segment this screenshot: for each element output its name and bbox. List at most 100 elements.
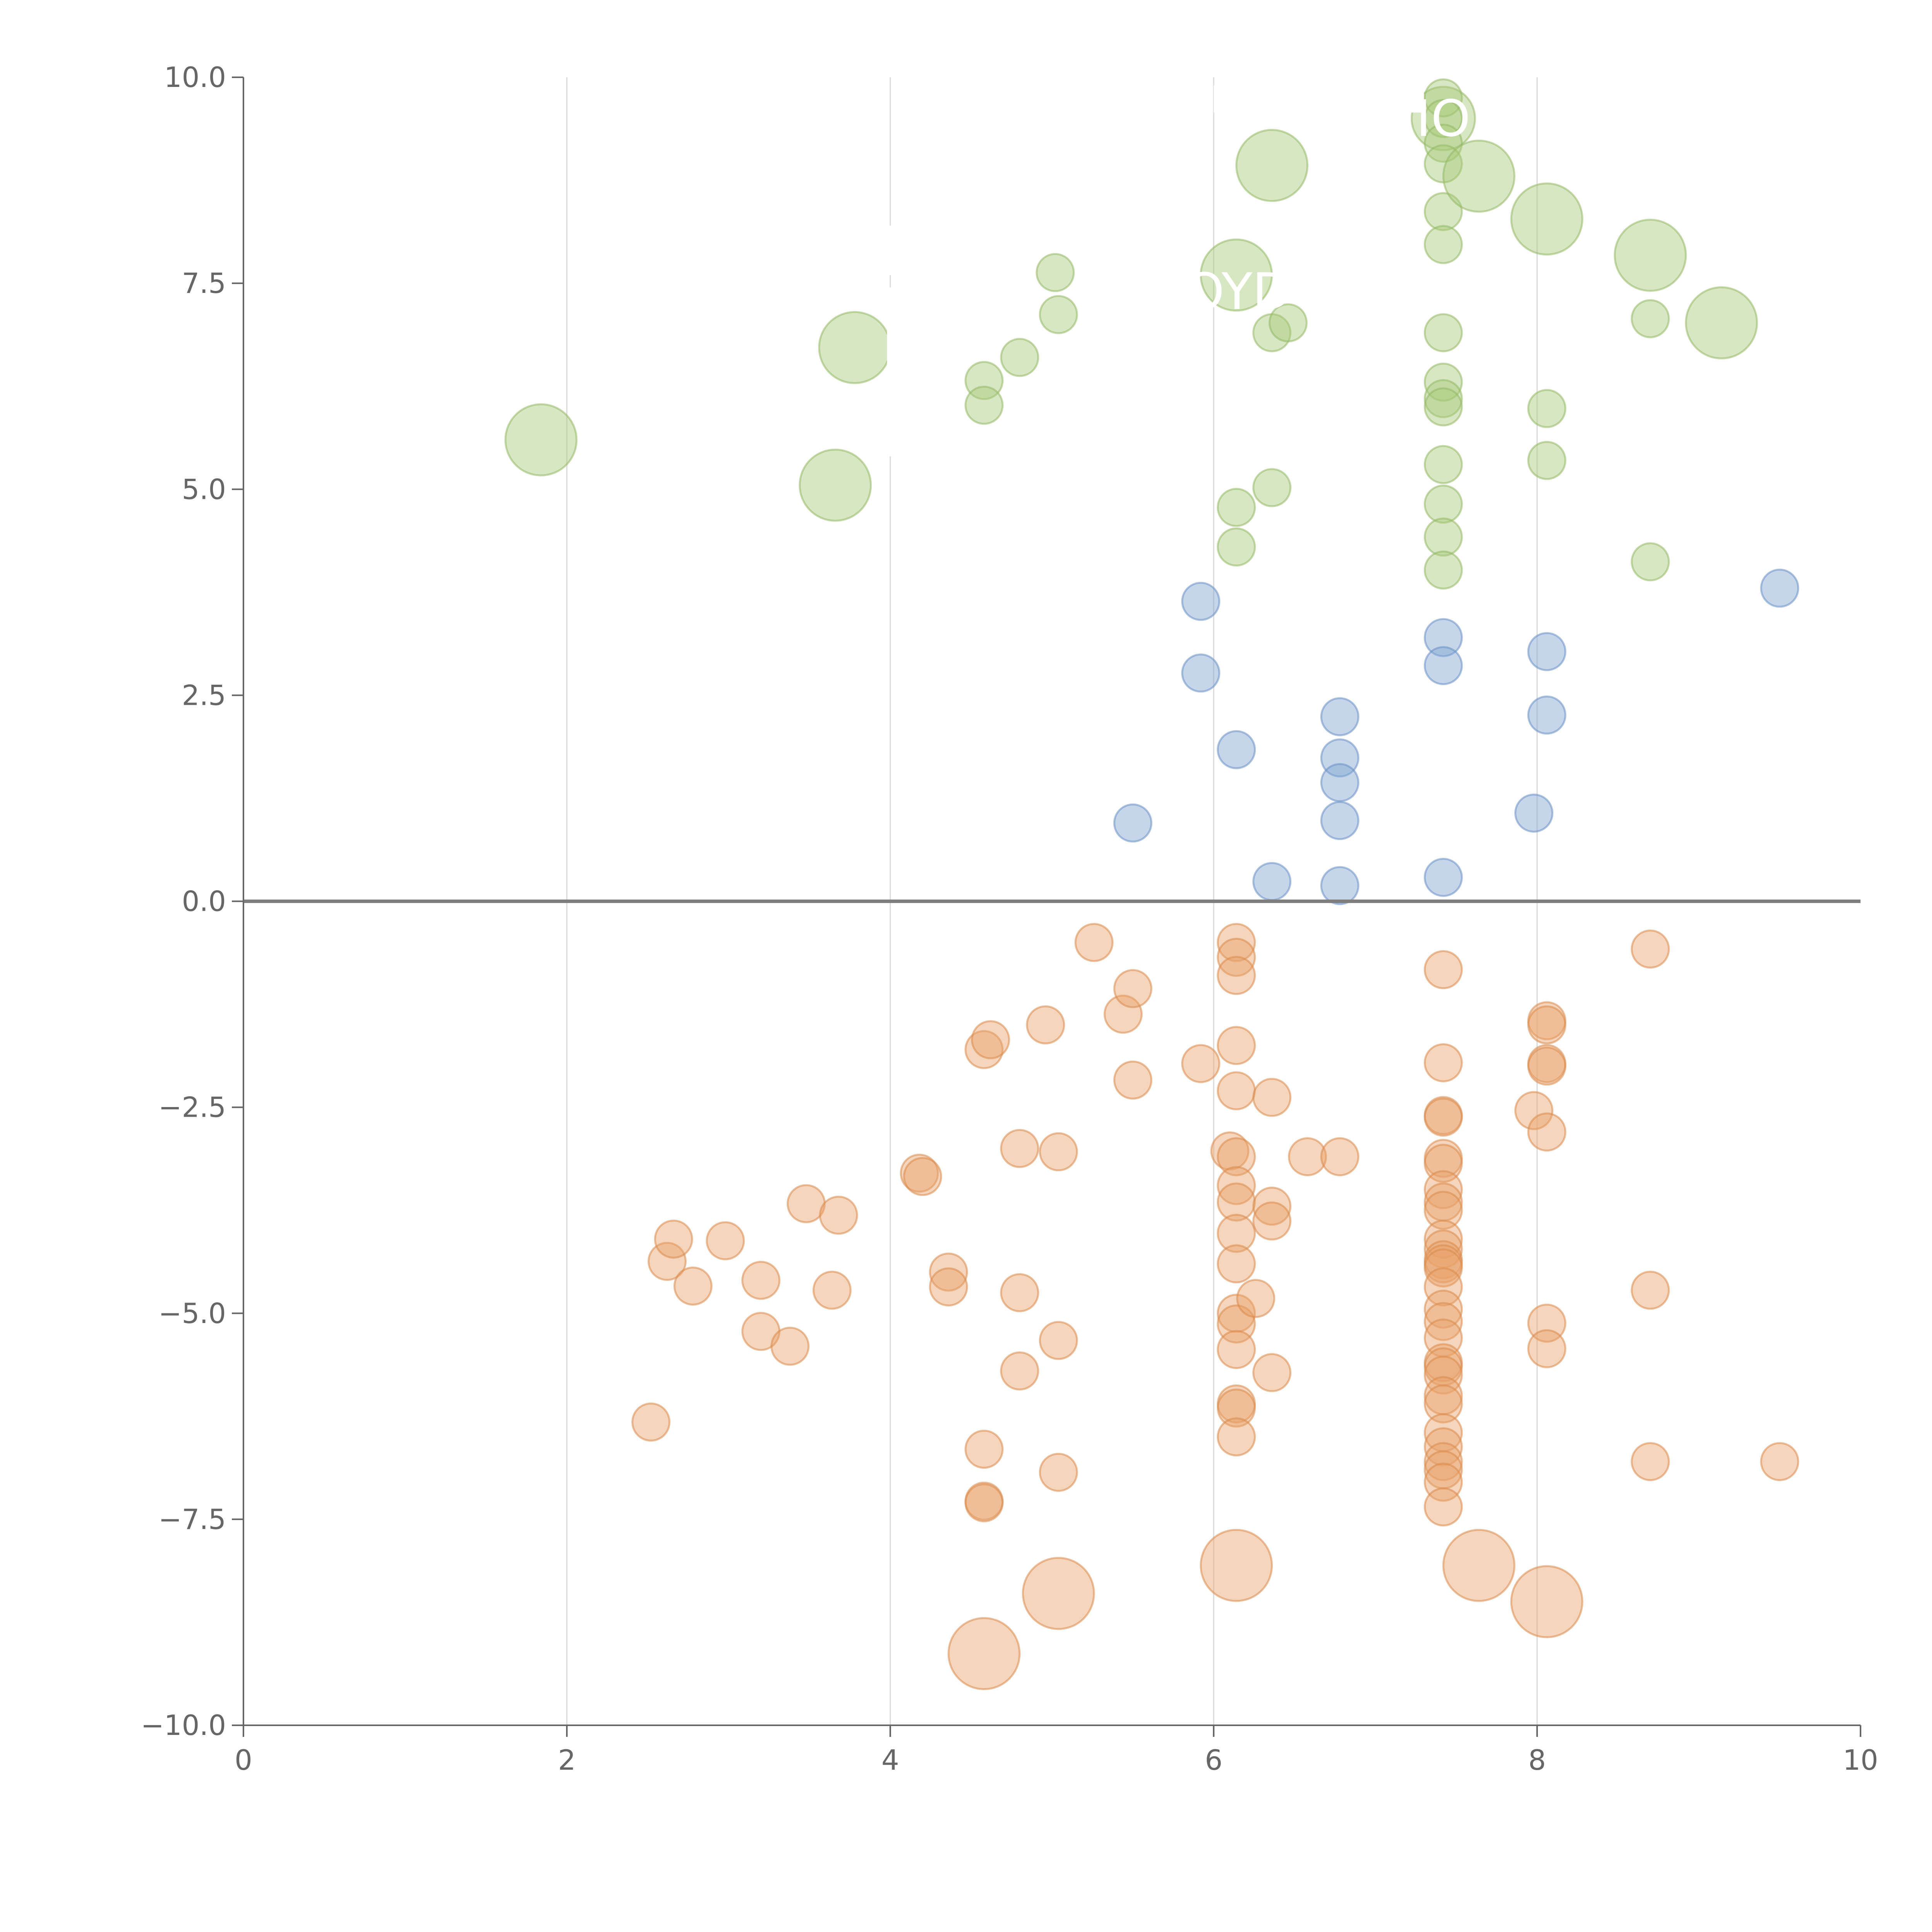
data-point-orange — [1527, 1005, 1566, 1044]
data-point-green — [1217, 527, 1256, 567]
data-point-orange — [1252, 1187, 1292, 1226]
data-point-orange — [1527, 1112, 1566, 1152]
data-point-green — [1036, 253, 1075, 292]
data-point-orange — [1039, 1452, 1078, 1492]
data-point-orange — [1423, 1289, 1463, 1329]
data-point-blue — [1423, 858, 1463, 897]
data-point-orange — [1217, 1388, 1256, 1428]
data-point-blue — [1320, 697, 1359, 736]
data-point-orange — [1320, 1137, 1359, 1177]
data-point-green — [964, 386, 1004, 425]
data-point-orange — [1026, 1005, 1065, 1044]
data-point-orange — [1217, 1166, 1256, 1205]
y-tick-label: −7.5 — [158, 1503, 226, 1536]
data-point-green — [1423, 78, 1463, 117]
axes-layer: 10.0 7.5 5.0 2.5 0.0 −2.5 −5.0 −7.5 −10.0 0 2 4 6 8 10 — [141, 61, 1878, 1776]
data-point-orange — [1423, 1427, 1463, 1466]
data-point-orange — [1423, 1170, 1463, 1209]
data-point-green — [1527, 389, 1566, 428]
data-point-orange — [929, 1267, 968, 1307]
x-tick-label: 0 — [235, 1744, 252, 1776]
data-point-orange — [706, 1221, 745, 1260]
data-point-orange — [1022, 1557, 1095, 1630]
data-point-orange — [1423, 1487, 1463, 1527]
data-point-orange — [1000, 1273, 1039, 1312]
data-point-orange — [654, 1219, 693, 1259]
data-point-orange — [1252, 1353, 1292, 1392]
data-point-green — [1269, 303, 1308, 342]
data-point-blue — [1423, 646, 1463, 685]
overlay-label: IO — [1416, 89, 1471, 148]
data-point-orange — [929, 1252, 968, 1292]
x-tick-label: 4 — [881, 1744, 899, 1776]
data-point-orange — [1217, 1137, 1256, 1177]
data-point-orange — [812, 1270, 852, 1310]
data-point-green — [1423, 445, 1463, 484]
data-point-orange — [647, 1242, 687, 1281]
y-tick-label: 2.5 — [182, 679, 226, 711]
data-point-orange — [1527, 1329, 1566, 1368]
data-point-green — [1252, 468, 1292, 507]
overlay-text-layer: IO OYD — [1185, 89, 1470, 321]
overlay-mask — [1214, 85, 1424, 113]
overlay-mask — [887, 225, 897, 275]
data-point-blue — [1527, 632, 1566, 671]
data-point-blue — [1760, 568, 1799, 608]
overlay-label: OYD — [1185, 262, 1291, 321]
data-point-blue — [1320, 801, 1359, 840]
data-point-green — [1631, 542, 1670, 582]
data-point-orange — [964, 1483, 1004, 1522]
data-point-green — [1423, 225, 1463, 264]
data-point-orange — [1113, 969, 1153, 1009]
data-point-orange — [1217, 1417, 1256, 1457]
data-point-green — [1235, 129, 1309, 202]
y-tick-label: 0.0 — [182, 885, 226, 918]
data-point-green — [1631, 299, 1670, 338]
x-tick-label: 6 — [1205, 1744, 1223, 1776]
data-point-blue — [1252, 862, 1292, 901]
data-point-green — [1423, 387, 1463, 427]
y-tick-label: −5.0 — [158, 1297, 226, 1330]
overlay-mask-layer — [887, 85, 1424, 456]
data-point-orange — [1527, 1046, 1566, 1086]
data-point-orange — [1631, 929, 1670, 969]
data-point-orange — [1510, 1565, 1583, 1638]
data-point-orange — [964, 1430, 1004, 1469]
data-point-green — [1614, 219, 1687, 292]
data-point-green — [1000, 338, 1039, 377]
data-point-blue — [1217, 730, 1256, 769]
y-tick-label: 10.0 — [164, 61, 226, 94]
x-tick-label: 8 — [1528, 1744, 1546, 1776]
data-point-orange — [1217, 1214, 1256, 1253]
data-point-green — [504, 403, 578, 476]
data-point-orange — [1442, 1529, 1515, 1602]
data-point-orange — [1217, 1244, 1256, 1284]
data-point-green — [1527, 441, 1566, 480]
data-point-orange — [1217, 956, 1256, 995]
data-point-orange — [1200, 1529, 1273, 1602]
data-point-orange — [741, 1260, 781, 1300]
data-point-orange — [1039, 1321, 1078, 1360]
x-tick-label: 10 — [1843, 1744, 1878, 1776]
data-point-green — [1423, 192, 1463, 231]
data-point-orange — [1217, 1330, 1256, 1369]
data-point-green — [1423, 485, 1463, 524]
data-point-blue — [1181, 653, 1221, 693]
data-point-orange — [971, 1020, 1010, 1060]
data-point-orange — [1000, 1351, 1039, 1391]
data-point-orange — [1252, 1078, 1292, 1117]
data-point-green — [1442, 139, 1515, 213]
data-point-orange — [819, 1196, 858, 1235]
data-point-blue — [1320, 866, 1359, 905]
data-point-orange — [1514, 1091, 1554, 1130]
data-point-orange — [1423, 1097, 1463, 1137]
data-point-green — [1510, 182, 1583, 256]
data-point-orange — [1217, 1182, 1256, 1222]
data-point-orange — [1217, 1071, 1256, 1111]
data-point-orange — [1423, 1190, 1463, 1230]
data-point-orange — [1423, 1267, 1463, 1307]
data-point-green — [1039, 295, 1078, 334]
y-tick-label: 5.0 — [182, 473, 226, 505]
y-tick-label: −2.5 — [158, 1091, 226, 1124]
